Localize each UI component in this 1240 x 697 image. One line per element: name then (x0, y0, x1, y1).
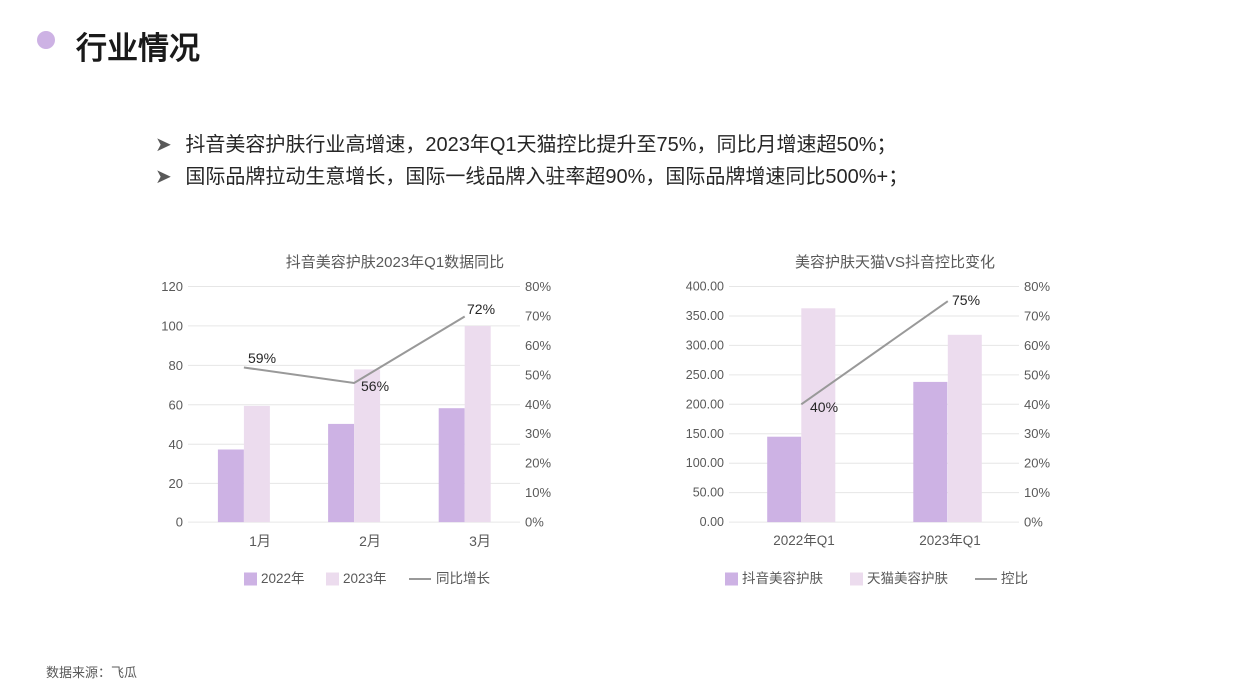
svg-text:400.00: 400.00 (686, 280, 724, 294)
svg-text:控比: 控比 (1001, 571, 1028, 586)
svg-text:80: 80 (169, 358, 183, 373)
svg-text:75%: 75% (952, 292, 980, 308)
svg-text:0: 0 (176, 515, 183, 530)
svg-text:40%: 40% (810, 399, 838, 415)
svg-text:40%: 40% (525, 397, 551, 412)
svg-text:59%: 59% (248, 350, 276, 366)
svg-text:0.00: 0.00 (700, 515, 724, 529)
svg-text:30%: 30% (1024, 426, 1050, 441)
svg-text:1月: 1月 (249, 533, 271, 549)
svg-text:20%: 20% (525, 456, 551, 471)
svg-text:60%: 60% (525, 338, 551, 353)
svg-text:50.00: 50.00 (693, 486, 724, 500)
svg-text:2023年: 2023年 (343, 571, 387, 586)
svg-text:72%: 72% (467, 301, 495, 317)
svg-text:3月: 3月 (469, 533, 491, 549)
svg-text:美容护肤天猫VS抖音控比变化: 美容护肤天猫VS抖音控比变化 (795, 254, 995, 271)
svg-text:20: 20 (169, 476, 183, 491)
svg-text:2月: 2月 (359, 533, 381, 549)
svg-text:2023年Q1: 2023年Q1 (919, 533, 981, 548)
svg-text:10%: 10% (525, 485, 551, 500)
svg-text:350.00: 350.00 (686, 309, 724, 323)
svg-text:50%: 50% (525, 367, 551, 382)
svg-text:30%: 30% (525, 426, 551, 441)
svg-text:同比增长: 同比增长 (436, 571, 490, 586)
svg-text:2022年: 2022年 (261, 571, 305, 586)
svg-text:60%: 60% (1024, 338, 1050, 353)
svg-text:70%: 70% (1024, 308, 1050, 323)
svg-text:70%: 70% (525, 308, 551, 323)
svg-text:120: 120 (161, 279, 183, 294)
svg-text:100.00: 100.00 (686, 456, 724, 470)
svg-text:天猫美容护肤: 天猫美容护肤 (867, 570, 948, 586)
svg-text:250.00: 250.00 (686, 368, 724, 382)
svg-text:60: 60 (169, 397, 183, 412)
svg-text:300.00: 300.00 (686, 338, 724, 352)
svg-text:56%: 56% (361, 378, 389, 394)
svg-text:150.00: 150.00 (686, 427, 724, 441)
svg-text:抖音美容护肤2023年Q1数据同比: 抖音美容护肤2023年Q1数据同比 (286, 254, 504, 271)
svg-text:40: 40 (169, 437, 183, 452)
svg-text:20%: 20% (1024, 456, 1050, 471)
svg-text:50%: 50% (1024, 367, 1050, 382)
svg-text:80%: 80% (1024, 279, 1050, 294)
svg-text:10%: 10% (1024, 485, 1050, 500)
svg-text:2022年Q1: 2022年Q1 (773, 533, 835, 548)
svg-text:200.00: 200.00 (686, 397, 724, 411)
svg-text:抖音美容护肤: 抖音美容护肤 (742, 570, 823, 586)
svg-text:0%: 0% (1024, 515, 1043, 530)
svg-text:100: 100 (161, 318, 183, 333)
svg-text:0%: 0% (525, 515, 544, 530)
svg-text:40%: 40% (1024, 397, 1050, 412)
svg-text:80%: 80% (525, 279, 551, 294)
